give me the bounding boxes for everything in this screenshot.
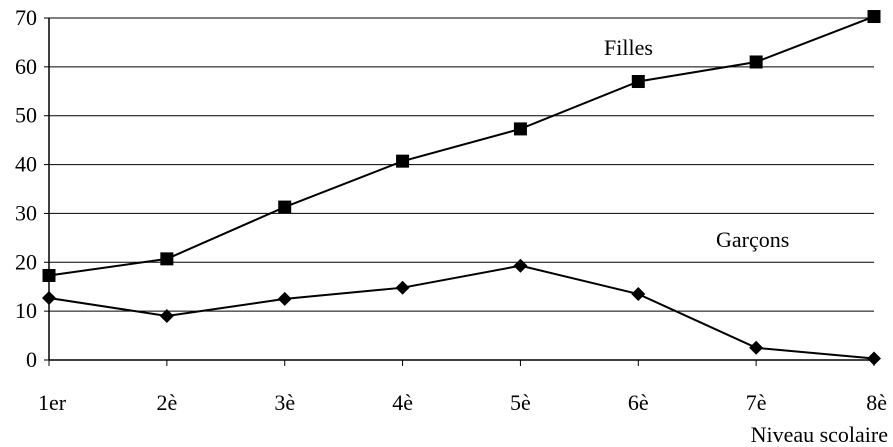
axes (48, 18, 874, 361)
diamond-marker (277, 291, 292, 306)
series-lines (48, 15, 875, 360)
square-marker (278, 200, 292, 214)
x-tick-label: 5è (510, 390, 531, 415)
x-tick-label: 3è (274, 390, 295, 415)
y-tick-label: 60 (15, 54, 37, 79)
y-tick-label: 70 (15, 5, 37, 30)
square-marker (513, 122, 527, 136)
series-label-filles: Filles (604, 35, 653, 60)
x-tick-labels: 1er 2è 3è 4è 5è 6è 7è 8è (38, 360, 887, 415)
y-tick-label: 0 (26, 347, 37, 372)
square-marker (867, 10, 881, 24)
series-markers (42, 10, 881, 366)
diamond-marker (749, 340, 764, 355)
square-marker (749, 55, 763, 69)
series-line-1 (48, 264, 875, 360)
diamond-marker (42, 290, 56, 305)
y-tick-label: 50 (15, 103, 37, 128)
diamond-marker (159, 309, 174, 324)
x-tick-label: 7è (746, 390, 767, 415)
x-tick-label: 1er (38, 390, 67, 415)
y-tick-label: 10 (15, 298, 37, 323)
series-labels: Filles Garçons (604, 35, 789, 252)
square-marker (42, 268, 56, 282)
x-tick-label: 2è (156, 390, 177, 415)
diamond-marker (395, 280, 410, 295)
diamond-marker (867, 351, 881, 366)
x-axis-title: Niveau scolaire (751, 422, 888, 447)
series-label-garcons: Garçons (716, 227, 789, 252)
x-tick-label: 6è (628, 390, 649, 415)
diamond-marker (631, 287, 646, 302)
x-tick-label: 4è (392, 390, 413, 415)
y-tick-label: 30 (15, 200, 37, 225)
gridlines (49, 17, 874, 312)
square-marker (160, 252, 174, 266)
y-tick-label: 40 (15, 152, 37, 177)
x-tick-label: 8è (866, 390, 887, 415)
y-tick-labels: 0 10 20 30 40 50 60 70 (15, 5, 49, 372)
diamond-marker (513, 258, 528, 273)
series-line-0 (48, 15, 875, 277)
square-marker (631, 75, 645, 89)
square-marker (396, 154, 410, 168)
y-tick-label: 20 (15, 249, 37, 274)
